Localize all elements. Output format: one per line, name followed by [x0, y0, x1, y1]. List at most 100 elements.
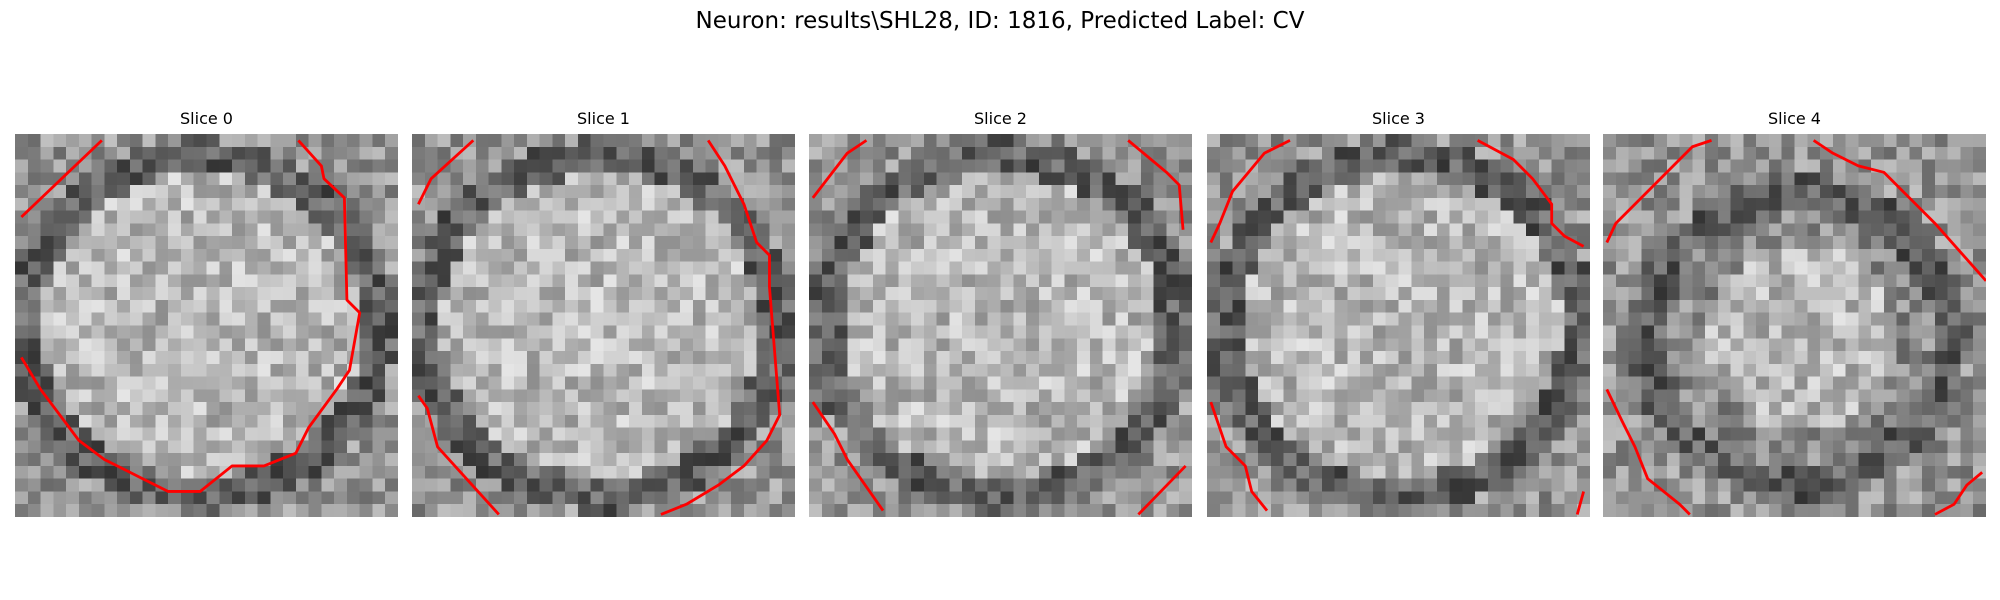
pixel — [1551, 351, 1565, 365]
pixel — [450, 338, 464, 352]
pixel — [1309, 172, 1323, 186]
pixel — [219, 491, 233, 505]
pixel — [15, 223, 29, 237]
pixel — [936, 312, 950, 326]
pixel — [1947, 478, 1961, 492]
pixel — [1538, 338, 1552, 352]
pixel — [821, 325, 835, 339]
pixel — [1756, 453, 1770, 467]
pixel — [1526, 504, 1540, 517]
pixel — [1398, 389, 1412, 403]
pixel — [1960, 453, 1974, 467]
pixel — [1475, 363, 1489, 377]
pixel — [731, 134, 745, 148]
pixel — [1973, 223, 1986, 237]
pixel — [1166, 287, 1180, 301]
pixel — [1398, 146, 1412, 160]
pixel — [1179, 376, 1192, 390]
pixel — [1577, 465, 1590, 479]
pixel — [1794, 134, 1808, 148]
pixel — [1551, 172, 1565, 186]
pixel — [346, 210, 360, 224]
pixel — [1934, 185, 1948, 199]
pixel — [949, 402, 963, 416]
pixel — [308, 134, 322, 148]
pixel — [821, 376, 835, 390]
pixel — [885, 351, 899, 365]
pixel — [1973, 159, 1986, 173]
pixel — [91, 363, 105, 377]
pixel — [424, 312, 438, 326]
pixel — [142, 414, 156, 428]
pixel — [1832, 185, 1846, 199]
pixel — [667, 325, 681, 339]
pixel — [219, 146, 233, 160]
pixel — [821, 351, 835, 365]
pixel — [1398, 504, 1412, 517]
pixel — [1309, 325, 1323, 339]
pixel — [1347, 134, 1361, 148]
pixel — [1475, 197, 1489, 211]
pixel — [1064, 223, 1078, 237]
pixel — [1807, 389, 1821, 403]
pixel — [295, 491, 309, 505]
pixel — [40, 376, 54, 390]
pixel — [117, 453, 131, 467]
pixel — [667, 287, 681, 301]
pixel — [180, 504, 194, 517]
pixel — [667, 338, 681, 352]
pixel — [1232, 478, 1246, 492]
pixel — [1973, 274, 1986, 288]
pixel — [1321, 427, 1335, 441]
pixel — [680, 274, 694, 288]
pixel — [1934, 172, 1948, 186]
pixel — [308, 185, 322, 199]
pixel — [1102, 389, 1116, 403]
pixel — [180, 185, 194, 199]
pixel — [15, 478, 29, 492]
pixel — [565, 440, 579, 454]
pixel — [117, 287, 131, 301]
pixel — [692, 287, 706, 301]
pixel — [346, 402, 360, 416]
pixel — [104, 248, 118, 262]
pixel — [1858, 261, 1872, 275]
pixel — [1500, 312, 1514, 326]
pixel — [718, 491, 732, 505]
pixel — [1820, 414, 1834, 428]
pixel — [834, 465, 848, 479]
pixel — [860, 146, 874, 160]
pixel — [1807, 376, 1821, 390]
pixel — [1500, 402, 1514, 416]
pixel — [552, 491, 566, 505]
pixel — [1934, 134, 1948, 148]
pixel — [412, 338, 426, 352]
contour — [417, 394, 500, 516]
pixel — [219, 338, 233, 352]
pixel — [1832, 491, 1846, 505]
pixel — [1360, 159, 1374, 173]
pixel — [142, 478, 156, 492]
pixel — [1960, 172, 1974, 186]
pixel — [180, 402, 194, 416]
pixel — [104, 478, 118, 492]
pixel — [257, 478, 271, 492]
pixel — [15, 427, 29, 441]
pixel — [193, 363, 207, 377]
pixel — [475, 478, 489, 492]
pixel — [552, 427, 566, 441]
pixel — [1960, 197, 1974, 211]
pixel — [1038, 261, 1052, 275]
pixel — [552, 236, 566, 250]
pixel — [424, 185, 438, 199]
pixel — [117, 491, 131, 505]
pixel — [412, 312, 426, 326]
pixel — [1577, 287, 1590, 301]
pixel — [847, 440, 861, 454]
pixel — [1436, 236, 1450, 250]
pixel — [718, 440, 732, 454]
pixel — [590, 248, 604, 262]
pixel — [206, 351, 220, 365]
pixel — [1258, 376, 1272, 390]
pixel — [539, 440, 553, 454]
